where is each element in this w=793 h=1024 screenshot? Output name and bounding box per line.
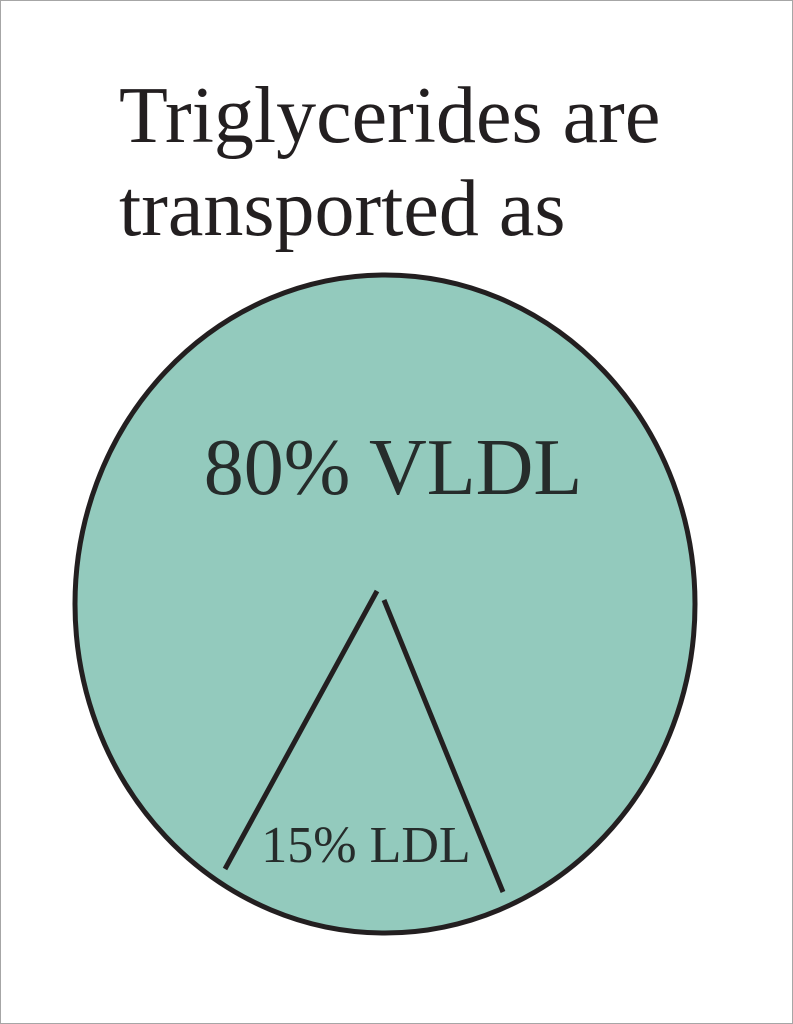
svg-text:80% VLDL: 80% VLDL bbox=[204, 424, 582, 512]
svg-text:15% LDL: 15% LDL bbox=[261, 817, 470, 874]
